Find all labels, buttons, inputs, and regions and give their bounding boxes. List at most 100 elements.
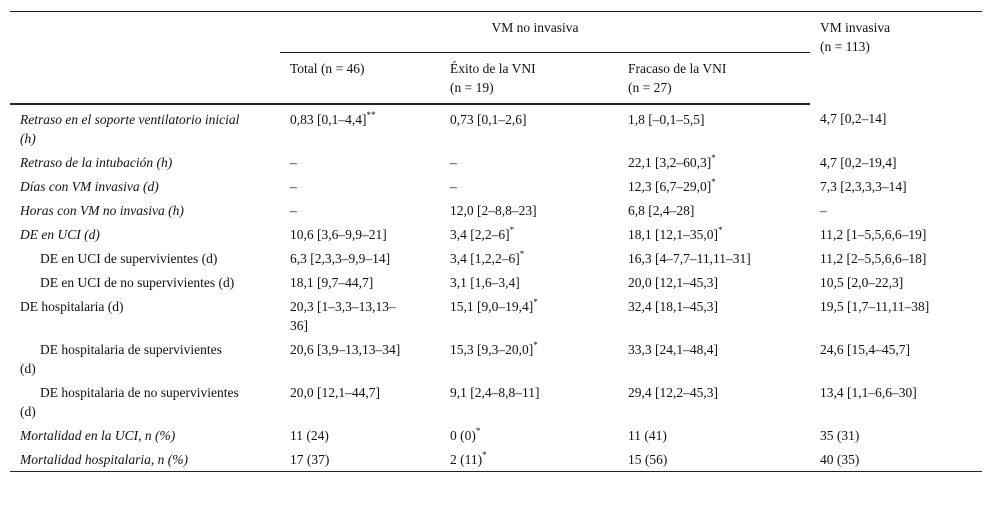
row-label: Retraso de la intubación (h) xyxy=(20,155,173,170)
table-cell: 11,2 [2–5,5,6,6–18] xyxy=(820,251,927,266)
significance-mark: * xyxy=(533,297,538,307)
group-header: VM no invasiva xyxy=(491,20,579,35)
table-cell: 0 (0)* xyxy=(440,423,618,447)
row-label: DE hospitalaria de supervivientes (d) xyxy=(20,342,222,376)
table-cell: 15,3 [9,3–20,0]* xyxy=(440,337,618,380)
row-label: Retraso en el soporte ventilatorio inici… xyxy=(20,112,240,146)
table-cell: 18,1 [9,7–44,7] xyxy=(290,275,374,290)
table-cell: 16,3 [4–7,7–11,11–31] xyxy=(628,251,751,266)
header-n: (n = 113) xyxy=(820,39,870,54)
significance-mark: * xyxy=(718,225,723,235)
table-row: DE en UCI de supervivientes (d) 6,3 [2,3,… xyxy=(10,246,982,270)
table-row: DE en UCI (d) 10,6 [3,6–9,9–21] 3,4 [2,2–6… xyxy=(10,222,982,246)
table-cell: 24,6 [15,4–45,7] xyxy=(820,342,911,357)
table-cell: 4,7 [0,2–14] xyxy=(820,111,887,126)
table-cell: 3,4 [1,2,2–6]* xyxy=(440,246,618,270)
results-table: VM no invasiva VM invasiva (n = 113) Tota… xyxy=(10,11,983,472)
cell-value: 3,4 [1,2,2–6] xyxy=(450,251,520,266)
table-row: DE hospitalaria (d) 20,3 [1–3,3–13,13–36]… xyxy=(10,294,982,337)
table-row: Retraso en el soporte ventilatorio inici… xyxy=(10,104,982,150)
table-cell: 11 (41) xyxy=(628,428,667,443)
row-label: DE hospitalaria (d) xyxy=(20,299,124,314)
table-cell: 3,1 [1,6–3,4] xyxy=(450,275,520,290)
table-cell: 4,7 [0,2–19,4] xyxy=(820,155,897,170)
cell-value: 22,1 [3,2–60,3] xyxy=(628,155,712,170)
row-label: DE en UCI (d) xyxy=(20,227,100,242)
column-header: Total (n = 46) xyxy=(280,52,440,105)
cell-value: 0 (0) xyxy=(450,428,476,443)
table-cell: 20,3 [1–3,3–13,13–36] xyxy=(290,299,396,333)
table-row: DE hospitalaria de supervivientes (d) 20,… xyxy=(10,337,982,380)
significance-mark: * xyxy=(509,225,515,235)
significance-mark: * xyxy=(711,177,716,187)
table-cell: 17 (37) xyxy=(290,452,330,467)
table-cell: 35 (31) xyxy=(820,428,860,443)
table-cell: 40 (35) xyxy=(820,452,860,467)
header-title: Total xyxy=(290,61,318,76)
cell-value: 15,3 [9,3–20,0] xyxy=(450,342,534,357)
table-row: DE en UCI de no supervivientes (d) 18,1 [… xyxy=(10,270,982,294)
invasive-header: VM invasiva (n = 113) xyxy=(810,12,982,105)
table-cell: – xyxy=(450,155,457,170)
table-cell: 11,2 [1–5,5,6,6–19] xyxy=(820,227,927,242)
significance-mark: ** xyxy=(366,110,376,120)
table-cell: 22,1 [3,2–60,3]* xyxy=(618,150,810,174)
row-label: DE en UCI de no supervivientes (d) xyxy=(40,275,235,290)
table-cell: 6,8 [2,4–28] xyxy=(628,203,695,218)
table-cell: 10,5 [2,0–22,3] xyxy=(820,275,904,290)
table-row: Horas con VM no invasiva (h) – 12,0 [2–8,8… xyxy=(10,198,982,222)
row-label: DE en UCI de supervivientes (d) xyxy=(40,251,218,266)
significance-mark: * xyxy=(711,153,716,163)
header-n: (n = 46) xyxy=(320,61,365,76)
column-header: Éxito de la VNI (n = 19) xyxy=(440,52,618,105)
table-cell: 20,0 [12,1–44,7] xyxy=(290,385,380,400)
table-cell: – xyxy=(820,203,827,218)
table-cell: 1,8 [–0,1–5,5] xyxy=(628,112,705,127)
table-cell: 9,1 [2,4–8,8–11] xyxy=(450,385,540,400)
table-cell: – xyxy=(290,155,297,170)
table-cell: 12,3 [6,7–29,0]* xyxy=(618,174,810,198)
cell-value: 3,4 [2,2–6] xyxy=(450,227,510,242)
header-title: Éxito de la VNI xyxy=(450,61,536,76)
cell-value: 15,1 [9,0–19,4] xyxy=(450,299,534,314)
table-row: Mortalidad hospitalaria, n (%) 17 (37) 2 (… xyxy=(10,447,982,472)
header-title: VM invasiva xyxy=(820,20,891,35)
table-cell: – xyxy=(290,179,297,194)
cell-value: 0,83 [0,1–4,4] xyxy=(290,112,367,127)
corner-cell xyxy=(10,12,280,53)
table-row: DE hospitalaria de no supervivientes (d)… xyxy=(10,380,982,423)
table-cell: 0,83 [0,1–4,4]** xyxy=(280,104,440,150)
table-cell: 29,4 [12,2–45,3] xyxy=(628,385,718,400)
significance-mark: * xyxy=(533,340,538,350)
row-label: Mortalidad hospitalaria, n (%) xyxy=(20,452,188,467)
table-cell: 11 (24) xyxy=(290,428,329,443)
table-cell: – xyxy=(290,203,297,218)
table-cell: 0,73 [0,1–2,6] xyxy=(450,112,527,127)
table-row: Días con VM invasiva (d) – – 12,3 [6,7–29,0… xyxy=(10,174,982,198)
table-cell: 20,0 [12,1–45,3] xyxy=(628,275,718,290)
table-row: Mortalidad en la UCI, n (%) 11 (24) 0 (0)*… xyxy=(10,423,982,447)
cell-value: 2 (11) xyxy=(450,452,483,467)
table-cell: 3,4 [2,2–6]* xyxy=(440,222,618,246)
table-cell: 7,3 [2,3,3,3–14] xyxy=(820,179,907,194)
table-cell: 6,3 [2,3,3–9,9–14] xyxy=(290,251,391,266)
table-cell: 32,4 [18,1–45,3] xyxy=(628,299,718,314)
table-cell: 12,0 [2–8,8–23] xyxy=(450,203,537,218)
table-cell: 18,1 [12,1–35,0]* xyxy=(618,222,810,246)
significance-mark: * xyxy=(475,426,481,436)
table-cell: 20,6 [3,9–13,13–34] xyxy=(290,342,401,357)
header-title: Fracaso de la VNI xyxy=(628,61,727,76)
significance-mark: * xyxy=(519,249,525,259)
cell-value: 12,3 [6,7–29,0] xyxy=(628,179,712,194)
table-cell: 15,1 [9,0–19,4]* xyxy=(440,294,618,337)
table-cell: 19,5 [1,7–11,11–38] xyxy=(820,299,930,314)
table-row: Retraso de la intubación (h) – – 22,1 [3,2–… xyxy=(10,150,982,174)
row-label: DE hospitalaria de no supervivientes (d) xyxy=(20,385,239,419)
significance-mark: * xyxy=(482,450,487,460)
table-header: VM no invasiva VM invasiva (n = 113) Tota… xyxy=(10,12,982,105)
row-label: Mortalidad en la UCI, n (%) xyxy=(20,428,176,443)
column-header: Fracaso de la VNI (n = 27) xyxy=(618,52,811,105)
table-cell: 13,4 [1,1–6,6–30] xyxy=(820,385,917,400)
row-label: Horas con VM no invasiva (h) xyxy=(20,203,184,218)
